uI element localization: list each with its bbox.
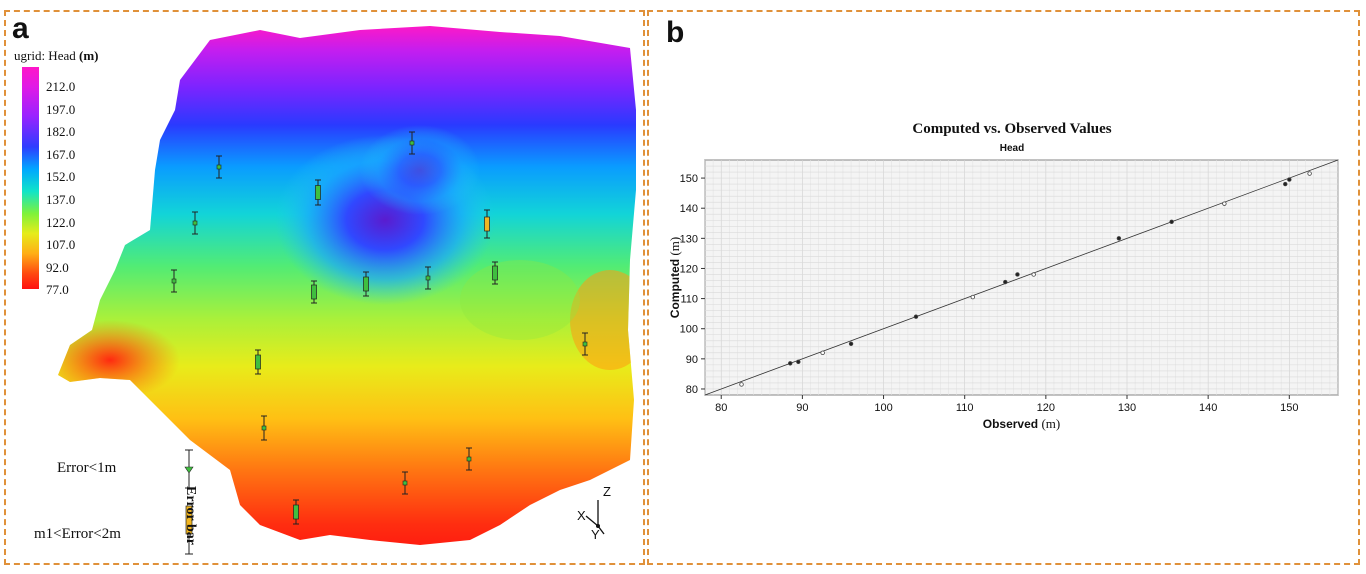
observation-error-bar: [409, 131, 415, 155]
y-tick-label: 150: [680, 173, 698, 185]
data-point: [820, 350, 825, 356]
colorbar-tick-label: 122.0: [46, 214, 76, 230]
colorbar-tick-label: 212.0: [46, 79, 76, 94]
panel-a-label: a: [12, 12, 29, 45]
colorbar-unit: (m): [78, 48, 99, 63]
observation-error-bar: [311, 280, 317, 304]
y-tick-label: 110: [680, 294, 698, 306]
x-tick-label: 100: [874, 402, 892, 414]
x-tick-label: 80: [715, 402, 727, 414]
observation-error-bar: [582, 332, 588, 356]
data-point: [1283, 181, 1288, 187]
colorbar-tick-label: 152.0: [46, 169, 76, 185]
observation-error-bar: [466, 447, 472, 471]
gridlines: [704, 159, 1339, 396]
chart-subtitle: Head: [999, 143, 1025, 154]
panel-a-frame: [4, 10, 645, 565]
triad-x-label: X: [577, 508, 586, 523]
y-tick-label: 130: [680, 233, 698, 245]
data-point: [848, 341, 854, 346]
error-bars: [171, 131, 605, 555]
error-small-label: Error<1m: [57, 460, 117, 476]
data-point: [1169, 219, 1174, 224]
data-point: [1031, 272, 1036, 277]
x-tick-label: 110: [956, 402, 974, 414]
colorbar-title-text: ugrid: Head: [14, 48, 76, 63]
x-tick-label: 150: [1280, 402, 1298, 414]
reference-line: [704, 159, 1339, 396]
data-point: [1116, 236, 1122, 241]
y-tick-label: 140: [680, 203, 698, 215]
observation-error-bar: [192, 211, 198, 235]
data-point: [796, 359, 801, 365]
x-tick-label: 140: [1199, 402, 1217, 414]
observation-error-bar: [484, 209, 490, 239]
panel-b-label: b: [666, 16, 685, 49]
colorbar-tick-label: 77.0: [46, 282, 69, 298]
data-point: [1015, 272, 1020, 277]
axis-labels: Observed (m) Computed (m): [667, 237, 1060, 431]
error-small-glyph: [184, 449, 194, 489]
colorbar-tick-label: 197.0: [46, 101, 76, 117]
data-point: [1307, 171, 1312, 176]
x-axis-unit: (m): [1041, 416, 1060, 431]
panel-b-frame: [647, 10, 1360, 565]
data-point: [970, 294, 976, 300]
colorbar-tick-label: 182.0: [46, 124, 76, 140]
data-points: [739, 171, 1312, 387]
x-tick-label: 130: [1118, 402, 1136, 414]
observation-error-bar: [255, 349, 261, 375]
chart-title: Computed vs. Observed Values: [912, 121, 1112, 137]
observation-error-bar: [261, 415, 267, 441]
colorbar-title: ugrid: Head (m): [14, 48, 98, 64]
data-point: [1222, 201, 1227, 206]
observation-error-bar: [402, 471, 408, 495]
y-tick-label: 80: [686, 384, 698, 396]
observation-error-bar: [315, 179, 321, 206]
data-point: [913, 314, 919, 319]
colorbar-tick-label: 107.0: [46, 237, 76, 253]
observation-error-bar: [492, 261, 498, 285]
colorbar-tick-label: 137.0: [46, 192, 76, 207]
data-point: [1003, 279, 1008, 285]
y-axis-unit: (m): [667, 237, 682, 256]
colorbar-tick-label: 167.0: [46, 146, 76, 162]
colorbar: [22, 67, 39, 289]
x-axis-label: Observed (m): [983, 416, 1060, 431]
observation-error-bar: [363, 271, 369, 297]
colorbar-tick-label: 92.0: [46, 259, 69, 275]
error-medium-glyph: [185, 505, 193, 555]
axis-ticks: 80 90 100 110 120 130 140 150 80 90 100 110 120 130 14…: [680, 173, 1299, 414]
y-tick-label: 100: [680, 324, 698, 336]
observation-error-bar: [425, 266, 431, 290]
data-point: [788, 361, 793, 366]
y-tick-label: 120: [680, 263, 698, 275]
y-axis-label: Computed (m): [667, 237, 682, 318]
x-tick-label: 90: [796, 402, 808, 414]
data-point: [739, 382, 744, 387]
observation-error-bar: [171, 269, 177, 293]
data-point: [1287, 177, 1292, 182]
error-medium-label: m1<Error<2m: [34, 526, 121, 542]
x-tick-label: 120: [1037, 402, 1055, 414]
triad-y-label: Y: [591, 527, 600, 542]
triad-z-label: Z: [603, 484, 611, 499]
axis-triad-icon: [585, 500, 605, 535]
y-tick-label: 90: [686, 354, 698, 366]
observation-error-bar: [216, 155, 222, 179]
observation-error-bar: [293, 499, 299, 525]
